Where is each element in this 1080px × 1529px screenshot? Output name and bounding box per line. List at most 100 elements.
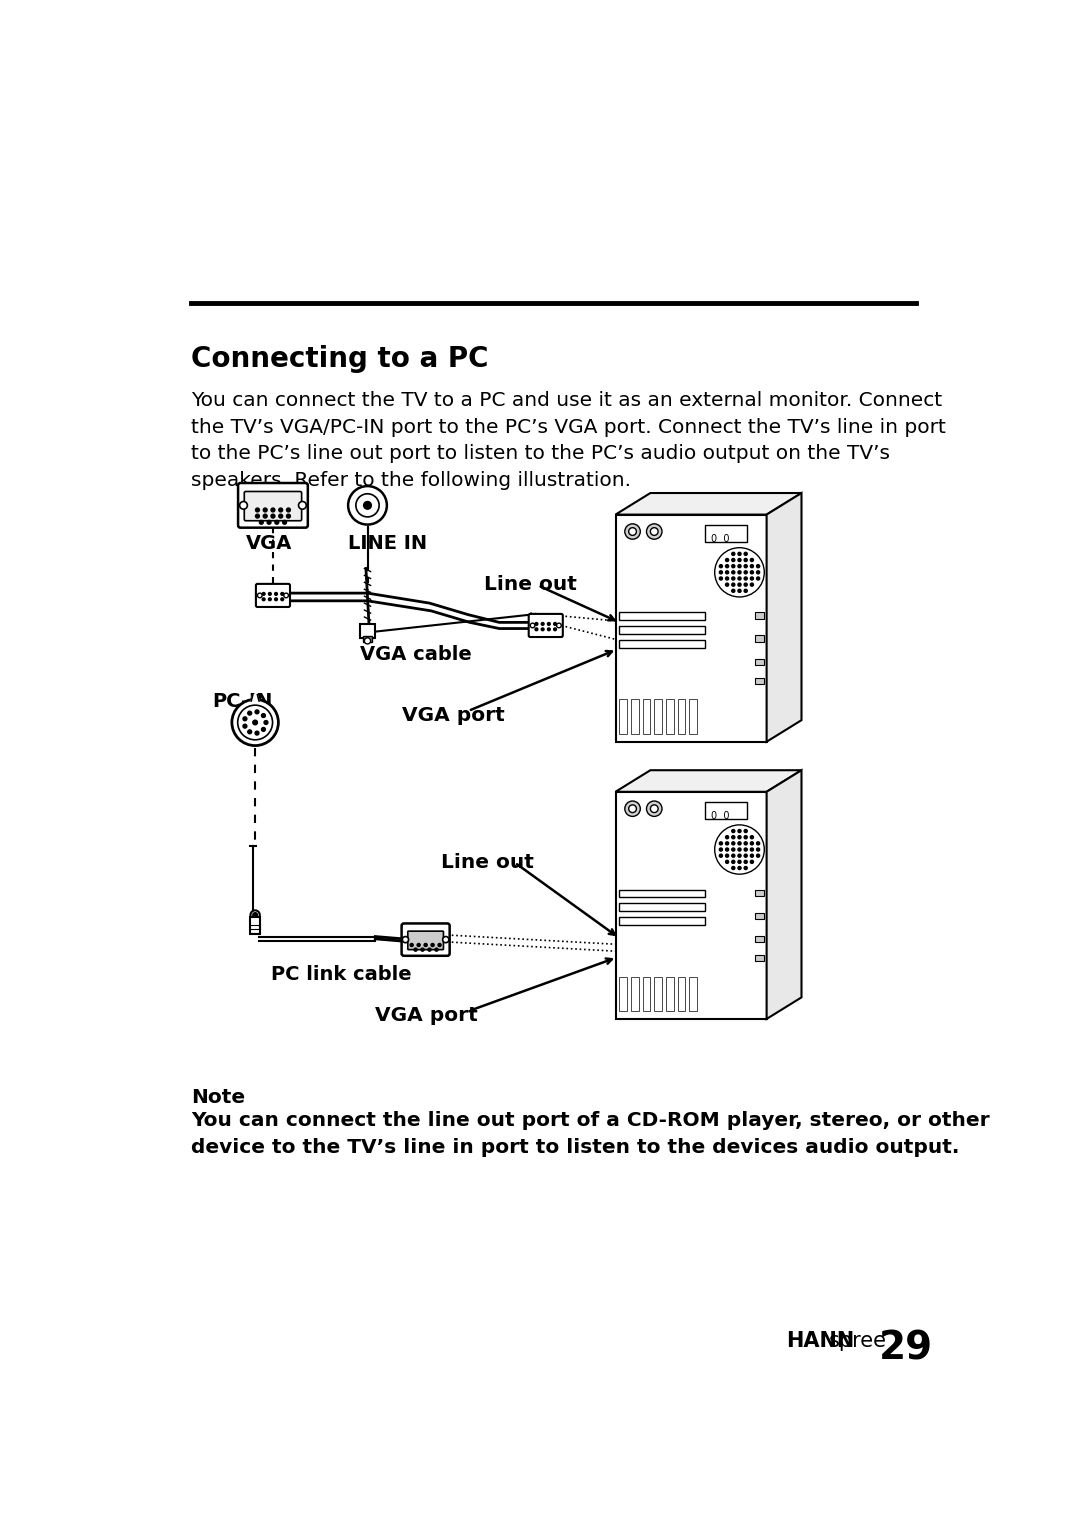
FancyBboxPatch shape bbox=[244, 491, 301, 521]
Polygon shape bbox=[252, 694, 259, 700]
Bar bbox=[666, 977, 674, 1011]
Circle shape bbox=[556, 624, 562, 628]
Circle shape bbox=[744, 570, 747, 573]
Circle shape bbox=[554, 628, 556, 630]
Circle shape bbox=[726, 861, 729, 864]
Circle shape bbox=[530, 624, 535, 628]
Bar bbox=[755, 913, 765, 919]
Bar bbox=[619, 613, 704, 621]
Circle shape bbox=[738, 552, 741, 555]
Circle shape bbox=[548, 628, 550, 630]
Circle shape bbox=[738, 861, 741, 864]
Circle shape bbox=[240, 502, 247, 509]
Circle shape bbox=[744, 855, 747, 858]
Circle shape bbox=[744, 861, 747, 864]
Circle shape bbox=[269, 598, 271, 601]
Circle shape bbox=[256, 514, 259, 518]
Circle shape bbox=[719, 570, 723, 573]
Circle shape bbox=[738, 867, 741, 870]
Text: Note: Note bbox=[191, 1089, 245, 1107]
Text: You can connect the TV to a PC and use it as an external monitor. Connect
the TV: You can connect the TV to a PC and use i… bbox=[191, 391, 946, 489]
Circle shape bbox=[751, 570, 754, 573]
Polygon shape bbox=[767, 492, 801, 742]
Circle shape bbox=[262, 598, 265, 601]
Circle shape bbox=[738, 589, 741, 592]
Bar bbox=[654, 977, 662, 1011]
Text: Connecting to a PC: Connecting to a PC bbox=[191, 346, 488, 373]
Circle shape bbox=[726, 583, 729, 586]
Circle shape bbox=[417, 943, 420, 946]
Text: spree: spree bbox=[828, 1330, 887, 1350]
Bar bbox=[363, 636, 373, 642]
Circle shape bbox=[253, 913, 257, 917]
Bar bbox=[704, 801, 747, 818]
Bar bbox=[631, 699, 638, 734]
Circle shape bbox=[719, 576, 723, 579]
Circle shape bbox=[541, 628, 544, 630]
Bar bbox=[755, 659, 765, 665]
Circle shape bbox=[757, 855, 759, 858]
Circle shape bbox=[243, 717, 247, 720]
Circle shape bbox=[726, 849, 729, 852]
Circle shape bbox=[264, 720, 268, 725]
Circle shape bbox=[348, 486, 387, 524]
Bar bbox=[643, 699, 650, 734]
Circle shape bbox=[751, 583, 754, 586]
Circle shape bbox=[428, 948, 431, 951]
Circle shape bbox=[251, 910, 260, 919]
Text: You can connect the line out port of a CD-ROM player, stereo, or other
device to: You can connect the line out port of a C… bbox=[191, 1112, 989, 1157]
Bar bbox=[704, 524, 747, 541]
Circle shape bbox=[744, 589, 747, 592]
Circle shape bbox=[751, 849, 754, 852]
Circle shape bbox=[744, 836, 747, 839]
Circle shape bbox=[243, 725, 247, 728]
Circle shape bbox=[356, 494, 379, 517]
Circle shape bbox=[726, 842, 729, 846]
Circle shape bbox=[625, 801, 640, 816]
Circle shape bbox=[738, 830, 741, 833]
Text: 0  0: 0 0 bbox=[711, 534, 729, 544]
Polygon shape bbox=[616, 771, 801, 792]
Circle shape bbox=[279, 508, 283, 512]
Circle shape bbox=[271, 514, 275, 518]
Circle shape bbox=[732, 576, 734, 579]
Circle shape bbox=[715, 824, 765, 875]
Bar bbox=[360, 624, 375, 638]
Circle shape bbox=[738, 836, 741, 839]
Circle shape bbox=[726, 576, 729, 579]
Circle shape bbox=[255, 709, 259, 714]
Circle shape bbox=[647, 524, 662, 540]
Circle shape bbox=[256, 508, 259, 512]
Circle shape bbox=[274, 598, 278, 601]
Circle shape bbox=[438, 943, 441, 946]
FancyBboxPatch shape bbox=[402, 924, 449, 956]
Bar bbox=[755, 890, 765, 896]
Circle shape bbox=[284, 593, 288, 598]
Bar bbox=[251, 917, 260, 934]
Circle shape bbox=[757, 564, 759, 567]
Circle shape bbox=[732, 583, 734, 586]
Circle shape bbox=[261, 714, 266, 717]
Bar bbox=[616, 515, 767, 742]
Bar bbox=[619, 699, 627, 734]
Circle shape bbox=[719, 855, 723, 858]
Circle shape bbox=[259, 520, 264, 524]
Circle shape bbox=[410, 943, 414, 946]
Circle shape bbox=[751, 836, 754, 839]
Polygon shape bbox=[616, 492, 801, 515]
Circle shape bbox=[719, 564, 723, 567]
Circle shape bbox=[726, 564, 729, 567]
Text: Line out: Line out bbox=[441, 853, 534, 873]
Circle shape bbox=[738, 558, 741, 561]
Circle shape bbox=[744, 576, 747, 579]
Bar bbox=[755, 677, 765, 683]
Circle shape bbox=[757, 842, 759, 846]
Circle shape bbox=[650, 804, 658, 812]
Circle shape bbox=[629, 804, 636, 812]
Circle shape bbox=[726, 570, 729, 573]
Circle shape bbox=[732, 836, 734, 839]
Circle shape bbox=[715, 547, 765, 596]
Circle shape bbox=[267, 520, 271, 524]
Circle shape bbox=[744, 558, 747, 561]
Bar bbox=[677, 699, 685, 734]
